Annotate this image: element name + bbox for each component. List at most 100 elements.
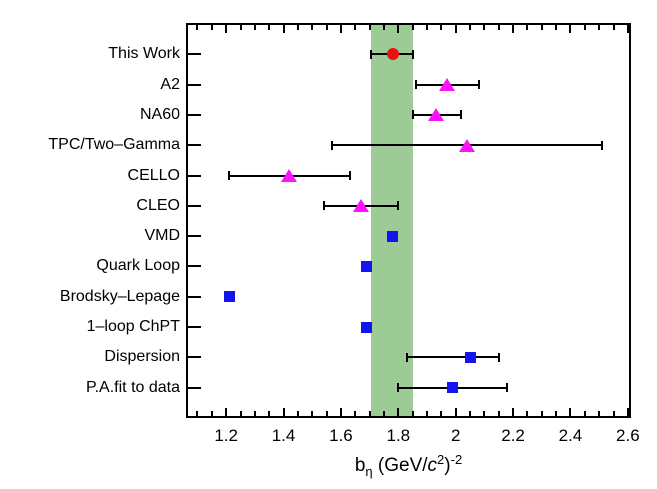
x-major-tick-top: [512, 25, 515, 33]
x-minor-tick-bottom: [583, 411, 586, 416]
x-minor-tick-top: [368, 25, 371, 30]
x-minor-tick-bottom: [540, 411, 543, 416]
error-bar-cap-right: [411, 49, 414, 59]
x-minor-tick-top: [469, 25, 472, 30]
x-minor-tick-bottom: [612, 411, 615, 416]
x-major-tick-top: [339, 25, 342, 33]
x-minor-tick-top: [497, 25, 500, 30]
x-major-tick-bottom: [225, 408, 228, 416]
x-minor-tick-top: [598, 25, 601, 30]
x-minor-tick-bottom: [253, 411, 256, 416]
x-axis-label-part: ): [444, 455, 451, 476]
x-tick-label: 2.2: [501, 426, 525, 445]
error-bar-cap-right: [601, 140, 604, 150]
data-point-square: [361, 260, 373, 272]
data-point-triangle: [459, 138, 476, 152]
x-minor-tick-top: [483, 25, 486, 30]
error-bar-cap-left: [397, 383, 400, 393]
error-bar-cap-left: [414, 80, 417, 90]
error-bar-cap-left: [331, 140, 334, 150]
y-row-tick: [188, 386, 201, 389]
x-major-tick-bottom: [569, 408, 572, 416]
x-minor-tick-bottom: [526, 411, 529, 416]
x-minor-tick-top: [583, 25, 586, 30]
x-minor-tick-bottom: [296, 411, 299, 416]
x-major-tick-top: [225, 25, 228, 33]
y-row-tick: [188, 113, 201, 116]
x-minor-tick-top: [540, 25, 543, 30]
x-axis-label-part: -2: [450, 452, 463, 467]
data-point-square: [387, 230, 399, 242]
y-category-label: 1–loop ChPT: [86, 318, 180, 336]
x-minor-tick-top: [382, 25, 385, 30]
x-axis-label-part: 2: [437, 452, 445, 467]
confidence-band: [371, 24, 413, 417]
x-minor-tick-bottom: [196, 411, 199, 416]
data-point-triangle: [281, 169, 298, 183]
x-minor-tick-bottom: [497, 411, 500, 416]
error-bar-cap-left: [370, 49, 373, 59]
x-minor-tick-top: [210, 25, 213, 30]
data-point-triangle: [427, 108, 444, 122]
y-row-tick: [188, 204, 201, 207]
x-minor-tick-bottom: [368, 411, 371, 416]
error-bar-cap-right: [460, 110, 463, 120]
error-bar-cap-right: [397, 201, 400, 211]
y-category-label: A2: [160, 75, 180, 93]
x-minor-tick-top: [411, 25, 414, 30]
y-row-tick: [188, 174, 201, 177]
x-major-tick-bottom: [339, 408, 342, 416]
error-bar: [406, 356, 499, 359]
x-major-tick-bottom: [454, 408, 457, 416]
x-minor-tick-bottom: [411, 411, 414, 416]
x-major-tick-top: [282, 25, 285, 33]
error-bar-cap-left: [405, 352, 408, 362]
y-category-label: VMD: [144, 227, 180, 245]
error-bar-cap-right: [497, 352, 500, 362]
x-minor-tick-bottom: [483, 411, 486, 416]
y-row-tick: [188, 356, 201, 359]
x-major-tick-bottom: [282, 408, 285, 416]
x-tick-label: 1.6: [329, 426, 353, 445]
x-minor-tick-bottom: [325, 411, 328, 416]
x-minor-tick-bottom: [555, 411, 558, 416]
x-minor-tick-bottom: [469, 411, 472, 416]
x-axis-label-part: η: [365, 464, 373, 479]
data-point-square: [361, 321, 373, 333]
x-axis-label: bη (GeV/c2)-2: [188, 452, 629, 479]
x-minor-tick-top: [325, 25, 328, 30]
y-row-tick: [188, 83, 201, 86]
y-row-tick: [188, 53, 201, 56]
y-category-label: P.A.fit to data: [86, 378, 180, 396]
x-major-tick-bottom: [512, 408, 515, 416]
x-major-tick-top: [569, 25, 572, 33]
error-bar-cap-right: [477, 80, 480, 90]
x-minor-tick-bottom: [440, 411, 443, 416]
x-minor-tick-bottom: [598, 411, 601, 416]
error-bar-cap-left: [228, 171, 231, 181]
data-point-square: [447, 382, 459, 394]
x-tick-label: 1.2: [214, 426, 238, 445]
x-minor-tick-top: [296, 25, 299, 30]
x-tick-label: 2.4: [558, 426, 583, 445]
y-row-tick: [188, 295, 201, 298]
x-tick-label: 2: [450, 426, 461, 445]
x-major-tick-bottom: [626, 408, 629, 416]
x-minor-tick-bottom: [239, 411, 242, 416]
y-category-label: CELLO: [127, 166, 180, 184]
y-category-label: NA60: [139, 105, 180, 123]
x-minor-tick-top: [555, 25, 558, 30]
error-bar-cap-left: [322, 201, 325, 211]
error-bar-cap-right: [348, 171, 351, 181]
x-tick-label: 1.8: [386, 426, 411, 445]
y-row-tick: [188, 144, 201, 147]
data-point-triangle: [439, 78, 456, 92]
y-row-tick: [188, 326, 201, 329]
x-major-tick-top: [626, 25, 629, 33]
x-minor-tick-bottom: [311, 411, 314, 416]
x-tick-label: 2.6: [616, 426, 640, 445]
data-point-triangle: [353, 199, 369, 213]
y-category-label: This Work: [108, 45, 180, 63]
